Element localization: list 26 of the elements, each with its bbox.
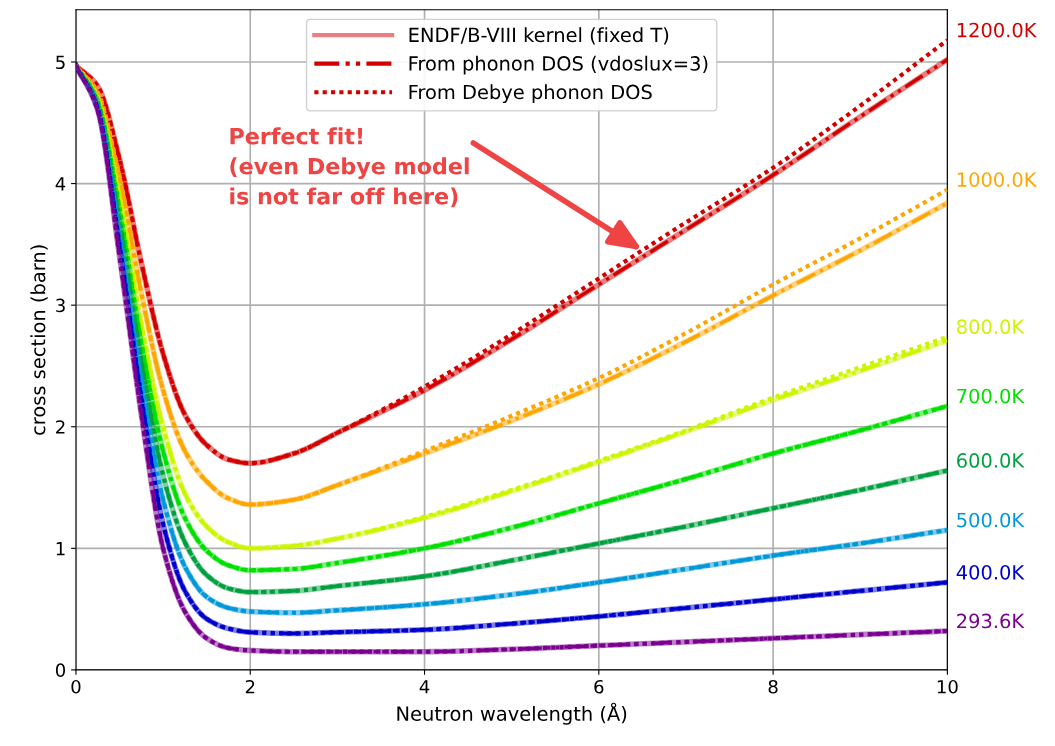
text: 1200.0K: [957, 22, 1037, 38]
text: 293.6K: [957, 613, 1025, 629]
x-axis-title: Neutron wavelength (Å): [397, 702, 627, 725]
y-tick-label: 0: [55, 663, 66, 678]
y-tick-label: 5: [56, 55, 65, 70]
text: 500.0K: [957, 512, 1025, 528]
legend-label: From Debye phonon DOS: [409, 84, 652, 104]
y-tick-label: 1: [56, 542, 65, 556]
x-tick-label: 8: [768, 679, 778, 694]
y-tick-label: 4: [55, 177, 66, 191]
annotation: Perfect fit! (even Debye model is not far off here): [230, 127, 469, 208]
text: 1000.0K: [957, 172, 1037, 187]
text: 700.0K: [957, 388, 1025, 404]
legend-label: ENDF/B-VIII kernel (fixed T): [409, 27, 669, 45]
legend-label: From phonon DOS (vdoslux=3): [409, 55, 708, 75]
x-tick-label: 4: [419, 680, 430, 694]
y-tick-label: 2: [56, 420, 65, 434]
y-tick-label: 3: [56, 298, 65, 313]
text: 800.0K: [957, 319, 1025, 335]
x-tick-label: 2: [245, 679, 255, 694]
x-tick-label: 10: [937, 679, 958, 694]
text: 600.0K: [957, 453, 1025, 468]
text: 400.0K: [956, 564, 1025, 580]
y-axis-title: cross section (barn): [30, 245, 48, 435]
x-tick-label: 0: [71, 679, 81, 694]
x-tick-label: 6: [594, 679, 604, 694]
